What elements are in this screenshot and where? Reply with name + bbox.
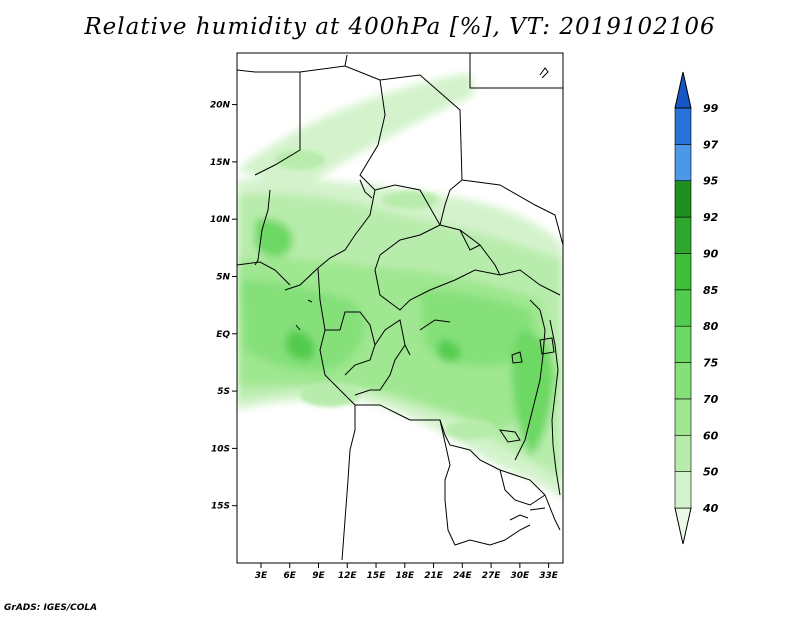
- lat-label: 5N: [216, 272, 230, 282]
- legend-level-label: 40: [702, 502, 719, 515]
- legend-level-label: 99: [703, 102, 719, 115]
- legend-bin: [674, 507, 692, 545]
- lat-label: 10N: [210, 215, 231, 225]
- legend-bin: [674, 180, 692, 218]
- map-frame: [236, 52, 564, 564]
- lon-label: 18E: [395, 571, 415, 581]
- legend-bin: [674, 289, 692, 327]
- legend-bin: [674, 362, 692, 400]
- legend-level-label: 95: [703, 175, 719, 188]
- color-legend: 40 50 60 70 75 80 85 90 92 95 97 99: [674, 71, 719, 545]
- legend-level-label: 70: [703, 393, 719, 406]
- grads-credit: GrADS: IGES/COLA: [4, 603, 98, 613]
- legend-bin: [674, 216, 692, 254]
- legend-bin: [674, 253, 692, 291]
- legend-bin: [674, 471, 692, 509]
- legend-level-label: 97: [703, 138, 719, 151]
- lat-label: 15S: [211, 502, 230, 512]
- legend-level-label: 60: [703, 429, 719, 442]
- legend-level-label: 75: [703, 357, 719, 370]
- lon-label: 9E: [312, 571, 325, 581]
- lon-label: 3E: [255, 571, 268, 581]
- legend-level-label: 80: [703, 320, 719, 333]
- legend-level-label: 90: [703, 247, 719, 260]
- lon-label: 21E: [424, 571, 444, 581]
- lat-label: 20N: [210, 101, 231, 111]
- lon-label: 27E: [482, 571, 502, 581]
- map-title: Relative humidity at 400hPa [%], VT: 201…: [84, 14, 716, 40]
- humidity-field: [237, 72, 563, 501]
- legend-level-label: 50: [703, 466, 719, 479]
- legend-level-label: 85: [703, 284, 719, 297]
- lon-label: 24E: [453, 571, 473, 581]
- lon-label: 30E: [511, 571, 531, 581]
- longitude-axis: 3E 6E 9E 12E 15E 18E 21E 24E 27E 30E 33E: [255, 563, 559, 581]
- lat-label: 5S: [217, 387, 230, 397]
- lon-label: 12E: [338, 571, 358, 581]
- country-borders: [237, 53, 563, 561]
- legend-bin: [674, 107, 692, 145]
- legend-level-label: 92: [703, 211, 719, 224]
- lon-label: 6E: [284, 571, 297, 581]
- legend-bin: [674, 71, 692, 109]
- lat-label: EQ: [216, 330, 230, 340]
- legend-bin: [674, 434, 692, 472]
- legend-bin: [674, 398, 692, 436]
- lat-label: 15N: [210, 158, 231, 168]
- lat-label: 10S: [211, 444, 230, 454]
- lon-label: 33E: [539, 571, 559, 581]
- lon-label: 15E: [367, 571, 387, 581]
- latitude-axis: 20N 15N 10N 5N EQ 5S 10S 15S: [210, 101, 237, 512]
- legend-bin: [674, 144, 692, 182]
- legend-bin: [674, 325, 692, 363]
